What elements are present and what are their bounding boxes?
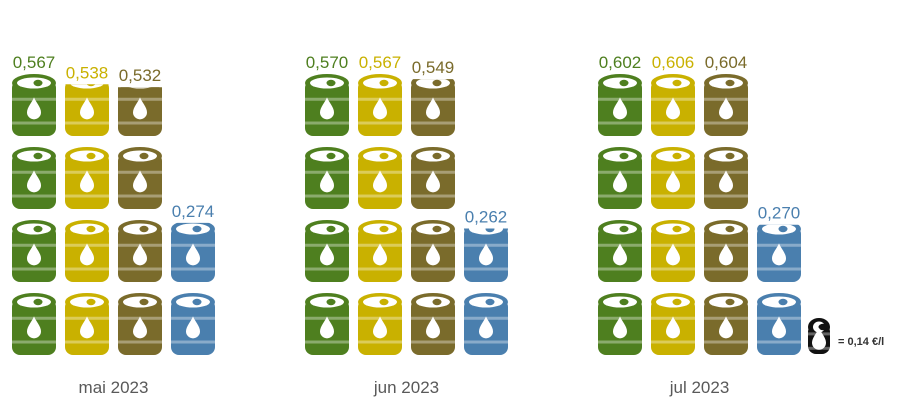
- value-label: 0,274: [172, 202, 215, 221]
- barrel-icon: [305, 293, 349, 355]
- barrel-icon-partial: [411, 79, 455, 136]
- value-label: 0,567: [13, 53, 56, 72]
- value-label: 0,602: [599, 53, 642, 72]
- value-label: 0,567: [359, 53, 402, 72]
- value-label: 0,538: [66, 63, 109, 82]
- barrel-icon: [358, 74, 402, 136]
- barrel-icon: [65, 147, 109, 209]
- barrel-icon: [65, 293, 109, 355]
- value-label: 0,606: [652, 53, 695, 72]
- value-label: 0,270: [758, 204, 801, 223]
- barrel-icon: [12, 220, 56, 282]
- barrel-icon: [598, 220, 642, 282]
- barrel-icon: [598, 147, 642, 209]
- value-label: 0,549: [412, 58, 455, 77]
- barrel-icon: [651, 147, 695, 209]
- barrel-icon: [118, 293, 162, 355]
- barrel-icon: [358, 293, 402, 355]
- barrel-icon-partial: [65, 84, 109, 136]
- barrel-icon: [464, 293, 508, 355]
- legend-barrel-icon: [808, 318, 830, 354]
- barrel-icon: [651, 74, 695, 136]
- barrel-icon: [12, 147, 56, 209]
- category-label: mai 2023: [79, 378, 149, 397]
- barrel-icon-partial: [464, 228, 508, 282]
- barrel-icon: [358, 220, 402, 282]
- barrel-icon: [704, 293, 748, 355]
- barrel-icon: [704, 147, 748, 209]
- month-labels-layer: mai 2023 jun 2023 jul 2023: [79, 378, 730, 397]
- barrel-icons-layer: [12, 74, 801, 355]
- legend-barrel: [808, 318, 830, 354]
- barrel-icon: [757, 293, 801, 355]
- barrel-icon: [411, 147, 455, 209]
- legend: = 0,14 €/l: [808, 318, 884, 354]
- value-label: 0,570: [306, 53, 349, 72]
- category-label: jul 2023: [669, 378, 730, 397]
- barrel-icon: [12, 74, 56, 136]
- barrel-icon: [12, 293, 56, 355]
- barrel-icon: [651, 220, 695, 282]
- barrel-icon: [118, 147, 162, 209]
- barrel-icon-partial: [171, 222, 215, 282]
- barrel-icon: [598, 293, 642, 355]
- value-label: 0,604: [705, 53, 748, 72]
- legend-text: = 0,14 €/l: [838, 336, 884, 348]
- barrel-icon: [305, 220, 349, 282]
- barrel-icon: [411, 293, 455, 355]
- barrel-icon: [598, 74, 642, 136]
- barrel-icon-partial: [757, 224, 801, 282]
- barrel-icon: [358, 147, 402, 209]
- barrel-icon: [118, 220, 162, 282]
- value-label: 0,262: [465, 207, 508, 226]
- barrel-icon: [305, 147, 349, 209]
- value-label: 0,532: [119, 66, 162, 85]
- value-labels-layer: 0,567 0,538 0,532 0,274 0,570 0,567 0,549 0,262…: [13, 53, 801, 226]
- barrel-icon: [651, 293, 695, 355]
- barrel-icon: [411, 220, 455, 282]
- barrel-icon: [704, 74, 748, 136]
- barrel-icon: [305, 74, 349, 136]
- barrel-icon: [65, 220, 109, 282]
- category-label: jun 2023: [373, 378, 439, 397]
- barrel-icon: [171, 293, 215, 355]
- barrel-icon: [704, 220, 748, 282]
- barrel-icon-partial: [118, 87, 162, 136]
